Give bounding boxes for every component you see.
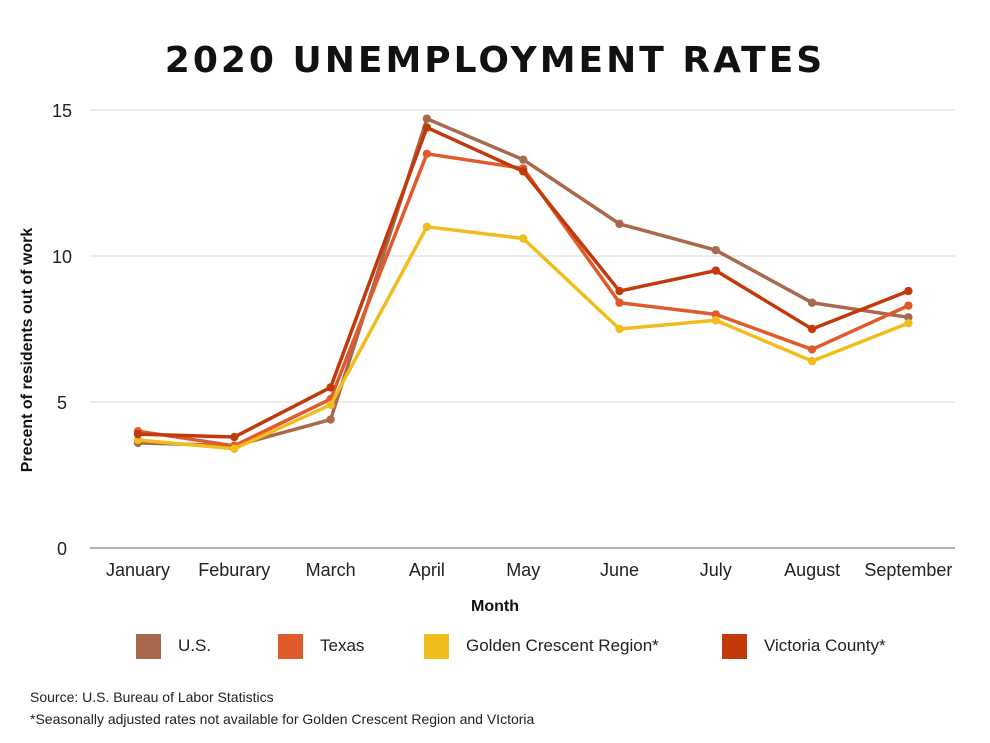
data-point (615, 324, 624, 334)
x-tick-labels: January Feburary March April May June July Augu… (106, 560, 952, 580)
data-point (230, 444, 239, 453)
data-point (422, 114, 432, 123)
data-point (519, 155, 528, 164)
data-point (422, 149, 432, 158)
legend-swatch-victoria-county (722, 633, 747, 659)
x-tick-label: Feburary (198, 560, 270, 580)
legend-label-victoria-county: Victoria County* (764, 636, 886, 655)
data-point (807, 324, 817, 334)
legend-item-us: U.S. (136, 633, 211, 659)
legend-swatch-texas (278, 633, 303, 659)
x-tick-label: August (784, 560, 840, 580)
data-point (807, 356, 817, 366)
x-tick-label: July (700, 560, 732, 580)
data-point (422, 222, 432, 231)
x-tick-label: April (409, 560, 445, 580)
gridlines (90, 109, 955, 549)
y-tick-label: 5 (57, 393, 67, 413)
data-point (711, 316, 720, 325)
legend: U.S. Texas Golden Crescent Region* Victo… (0, 633, 990, 659)
data-point (711, 266, 720, 275)
series-lines (133, 114, 913, 453)
y-tick-labels: 0 5 10 15 (52, 101, 72, 559)
data-point (615, 298, 624, 307)
data-point (904, 301, 913, 310)
legend-swatch-us (136, 633, 161, 659)
data-point (326, 415, 335, 424)
footnote: *Seasonally adjusted rates not available… (30, 711, 535, 727)
data-point (615, 286, 624, 296)
legend-item-texas: Texas (278, 633, 364, 659)
chart-title: 2020 UNEMPLOYMENT RATES (164, 40, 826, 81)
x-tick-label: May (506, 560, 540, 580)
x-tick-label: January (106, 560, 170, 580)
data-point (904, 313, 913, 322)
x-axis-label: Month (471, 598, 519, 615)
data-point (326, 383, 335, 392)
x-tick-label: March (306, 560, 356, 580)
y-tick-label: 15 (52, 101, 72, 121)
data-point (711, 245, 720, 255)
data-point (519, 167, 528, 176)
data-point (615, 219, 624, 229)
legend-label-texas: Texas (320, 636, 365, 655)
data-point (807, 298, 817, 307)
data-point (133, 435, 143, 445)
legend-swatch-golden-crescent (424, 633, 449, 659)
data-point (422, 123, 432, 132)
data-point (904, 318, 913, 328)
legend-item-victoria-county: Victoria County* (722, 633, 886, 659)
legend-label-us: U.S. (178, 636, 212, 655)
y-axis-label: Precent of residents out of work (19, 227, 36, 473)
data-point (230, 432, 239, 442)
x-tick-label: September (864, 560, 952, 580)
data-point (711, 310, 720, 319)
data-point (133, 429, 143, 439)
x-tick-label: June (600, 560, 639, 580)
data-point (807, 345, 817, 354)
legend-label-golden-crescent: Golden Crescent Region* (466, 636, 659, 655)
data-point (519, 234, 528, 243)
series-line (136, 225, 911, 451)
y-tick-label: 10 (52, 247, 72, 267)
source-note: Source: U.S. Bureau of Labor Statistics (30, 689, 274, 705)
data-point (904, 286, 913, 296)
data-point (326, 400, 335, 410)
legend-item-golden-crescent: Golden Crescent Region* (424, 633, 659, 659)
y-tick-label: 0 (57, 539, 67, 559)
